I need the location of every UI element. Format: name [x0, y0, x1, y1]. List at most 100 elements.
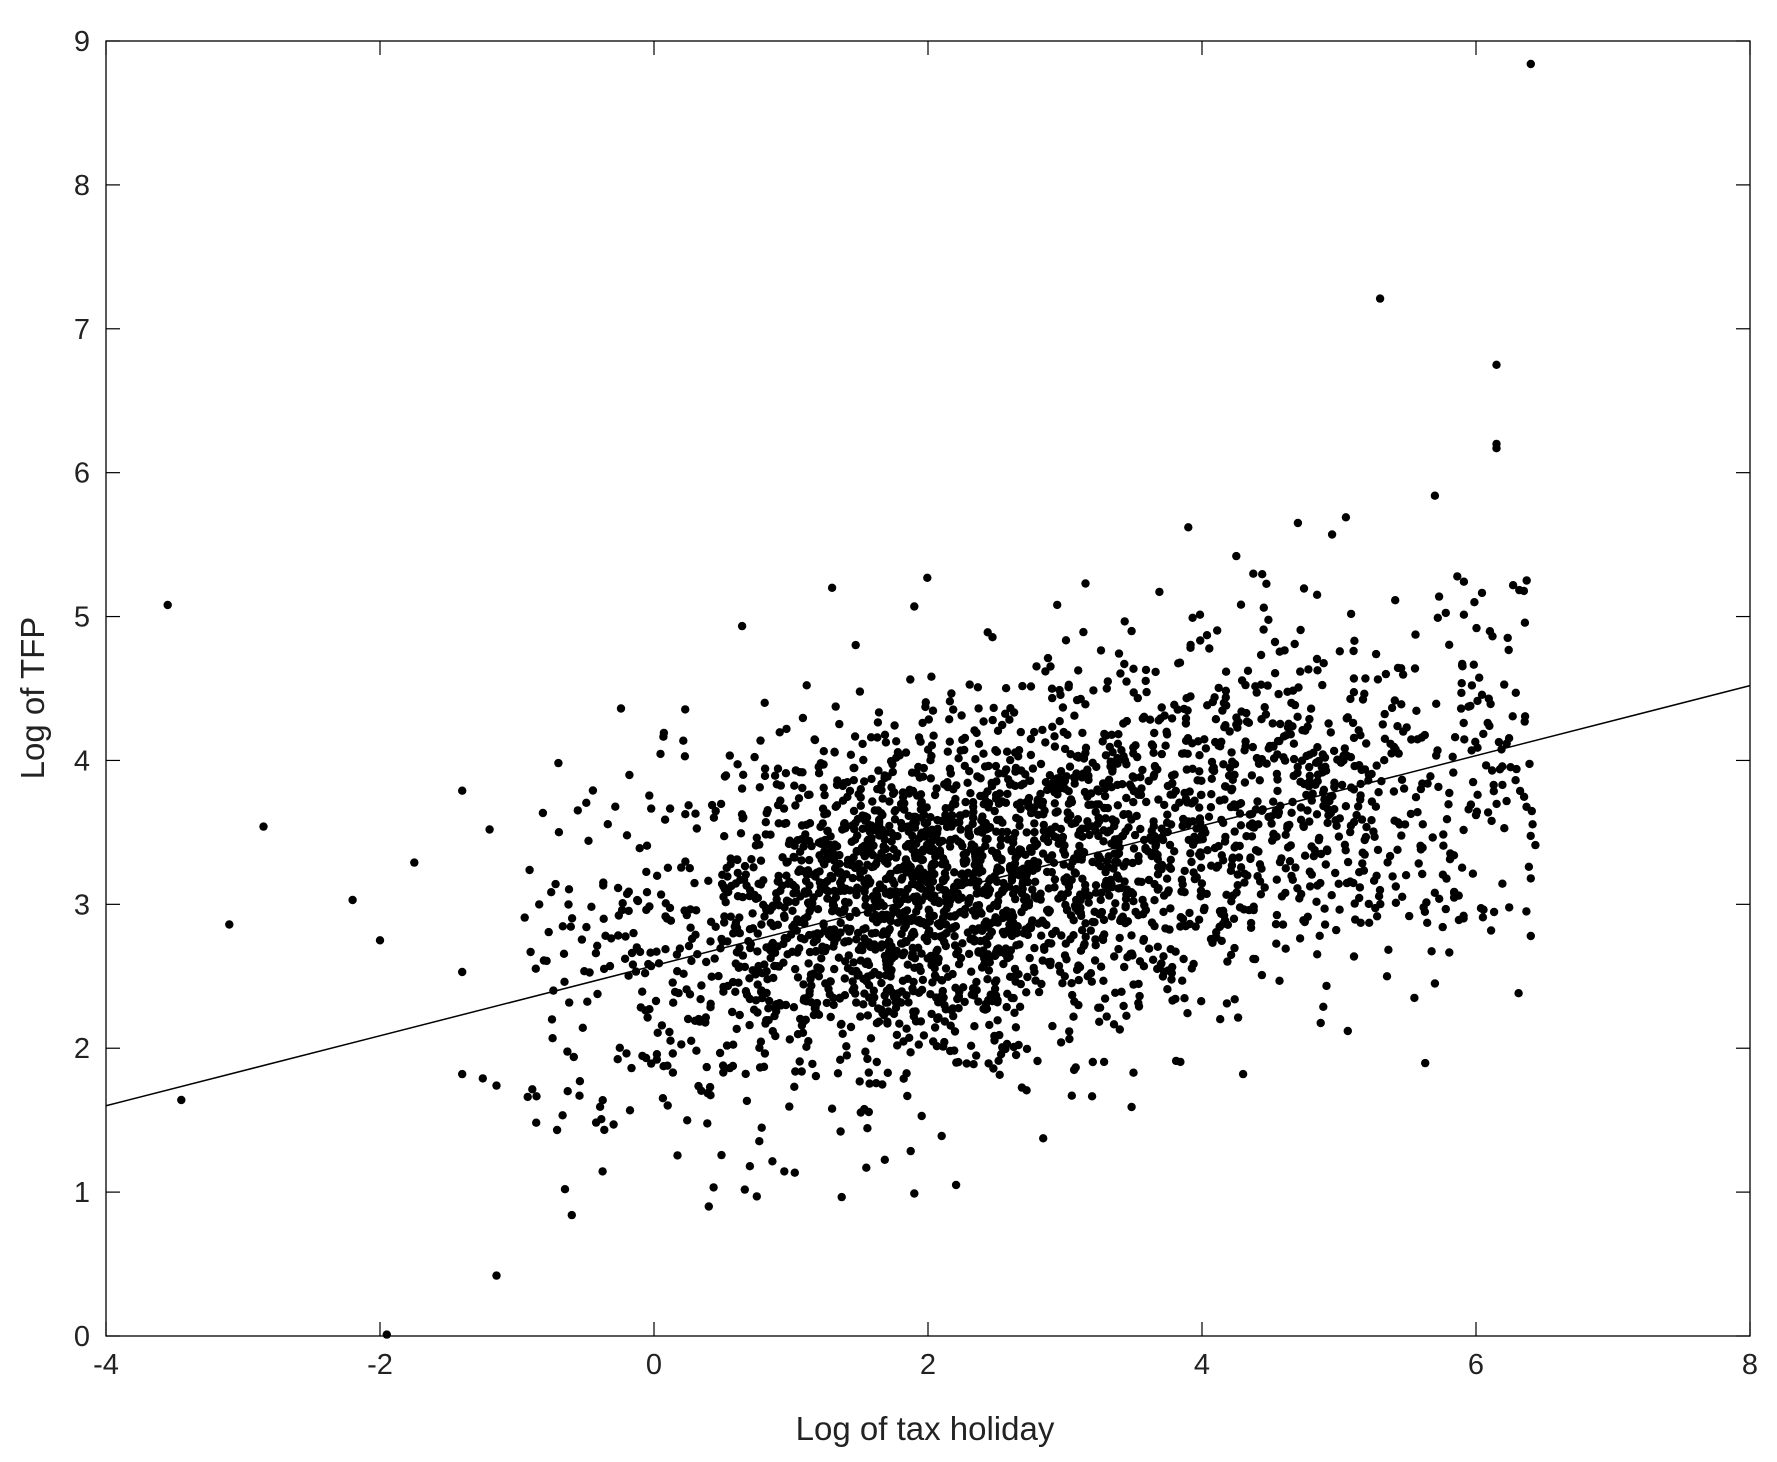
scatter-point	[833, 776, 842, 785]
scatter-point	[1277, 892, 1287, 901]
scatter-point	[1430, 888, 1440, 897]
scatter-point	[763, 975, 772, 984]
scatter-point	[855, 687, 865, 696]
scatter-point	[1324, 719, 1333, 728]
scatter-point	[563, 1047, 572, 1056]
scatter-point	[1468, 869, 1478, 878]
scatter-point	[668, 978, 677, 987]
scatter-point	[1374, 788, 1383, 797]
scatter-point	[1272, 939, 1281, 948]
scatter-point	[707, 800, 717, 810]
scatter-point	[916, 790, 926, 799]
scatter-point	[933, 815, 942, 825]
scatter-point	[603, 820, 612, 829]
scatter-point	[560, 1185, 570, 1194]
scatter-point	[661, 899, 670, 908]
scatter-point	[1394, 749, 1403, 758]
scatter-point	[1217, 737, 1226, 746]
scatter-point	[1066, 811, 1075, 820]
scatter-point	[1050, 883, 1059, 892]
scatter-point	[863, 957, 872, 966]
scatter-point	[1297, 889, 1306, 899]
scatter-point	[652, 871, 662, 880]
scatter-point	[1009, 834, 1018, 843]
scatter-point	[887, 828, 896, 838]
scatter-point	[627, 948, 637, 958]
scatter-point	[838, 796, 848, 805]
scatter-point	[1423, 918, 1432, 927]
scatter-point	[862, 850, 871, 859]
scatter-point	[1457, 661, 1467, 670]
scatter-point	[718, 1061, 728, 1070]
scatter-point	[1043, 653, 1053, 663]
scatter-point	[1165, 862, 1174, 872]
scatter-point	[1165, 840, 1175, 850]
scatter-point	[927, 863, 936, 873]
scatter-point	[1099, 826, 1109, 835]
scatter-point	[599, 964, 609, 974]
scatter-point	[1337, 780, 1347, 790]
scatter-point	[1487, 816, 1496, 826]
scatter-point	[927, 1009, 936, 1019]
scatter-point	[1192, 873, 1202, 882]
scatter-point	[1469, 660, 1479, 669]
scatter-point	[1358, 859, 1367, 868]
scatter-point	[741, 987, 751, 996]
scatter-point	[791, 887, 801, 896]
x-tick-label: -4	[93, 1349, 119, 1381]
scatter-point	[1044, 905, 1053, 914]
scatter-point	[1502, 796, 1511, 806]
scatter-point	[909, 927, 918, 937]
scatter-point	[1228, 854, 1237, 864]
scatter-point	[1053, 807, 1062, 816]
scatter-point	[960, 733, 970, 743]
scatter-point	[1268, 836, 1277, 845]
scatter-point	[962, 1059, 971, 1068]
scatter-point	[822, 998, 831, 1008]
scatter-point	[723, 981, 733, 991]
scatter-point	[817, 954, 826, 963]
scatter-point	[969, 813, 978, 822]
scatter-point	[687, 1036, 696, 1046]
scatter-point	[1028, 916, 1037, 925]
scatter-point	[1056, 690, 1065, 700]
scatter-point	[1044, 938, 1053, 948]
scatter-point	[810, 1004, 819, 1013]
scatter-point	[1228, 891, 1238, 900]
scatter-point	[1263, 681, 1272, 690]
scatter-point	[738, 951, 748, 960]
scatter-point	[930, 971, 940, 980]
scatter-point	[1083, 972, 1092, 981]
scatter-point	[588, 786, 598, 795]
scatter-point	[881, 738, 891, 747]
scatter-point	[1026, 804, 1035, 813]
scatter-point	[1441, 904, 1451, 914]
scatter-point	[1085, 830, 1094, 840]
scatter-point	[1212, 928, 1221, 937]
scatter-point	[1113, 759, 1122, 768]
scatter-point	[1479, 729, 1488, 739]
scatter-point	[1038, 956, 1047, 965]
scatter-point	[1233, 1013, 1243, 1022]
scatter-point	[1171, 1056, 1181, 1066]
scatter-point	[1199, 905, 1209, 915]
scatter-point	[1140, 901, 1149, 910]
scatter-point	[1099, 976, 1108, 985]
scatter-point	[882, 910, 891, 919]
scatter-point	[834, 953, 844, 962]
scatter-point	[711, 922, 720, 931]
scatter-point	[1197, 997, 1206, 1006]
scatter-point	[567, 1210, 576, 1220]
scatter-point	[1114, 884, 1123, 893]
scatter-point	[1188, 817, 1198, 826]
scatter-point	[923, 573, 932, 582]
scatter-point	[525, 865, 534, 875]
scatter-point	[1230, 943, 1239, 953]
scatter-point	[973, 772, 982, 781]
scatter-point	[914, 1040, 923, 1049]
scatter-point	[1264, 812, 1273, 822]
scatter-point	[926, 951, 935, 961]
scatter-point	[1222, 890, 1231, 899]
scatter-point	[1171, 786, 1181, 796]
y-tick-label: 2	[74, 1033, 90, 1065]
